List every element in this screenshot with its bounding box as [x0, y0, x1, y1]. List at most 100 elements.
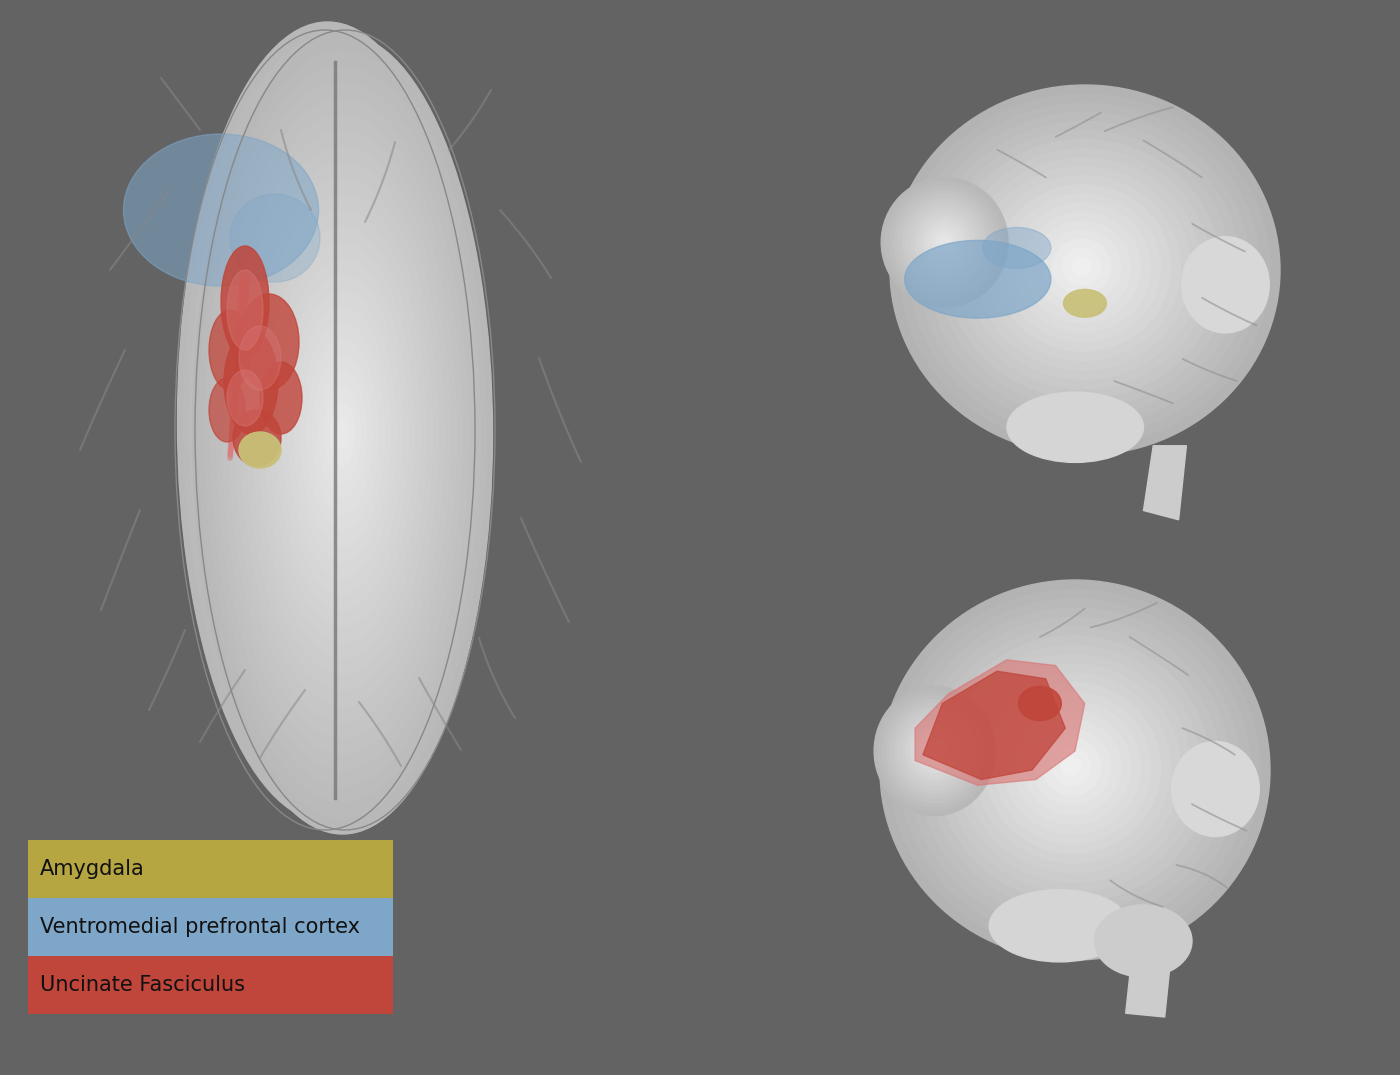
Ellipse shape: [330, 402, 354, 465]
Ellipse shape: [297, 342, 357, 502]
Ellipse shape: [1023, 212, 1141, 322]
Ellipse shape: [881, 580, 1270, 960]
Ellipse shape: [920, 216, 970, 268]
Ellipse shape: [914, 730, 955, 773]
Ellipse shape: [881, 177, 1008, 307]
Ellipse shape: [928, 121, 1240, 417]
Ellipse shape: [1043, 739, 1100, 796]
Ellipse shape: [221, 246, 269, 358]
Ellipse shape: [911, 207, 979, 276]
Ellipse shape: [204, 66, 480, 802]
Ellipse shape: [210, 82, 475, 786]
Ellipse shape: [277, 258, 409, 610]
Ellipse shape: [995, 185, 1170, 352]
Ellipse shape: [994, 691, 1151, 844]
Ellipse shape: [220, 134, 435, 710]
Text: Amygdala: Amygdala: [41, 859, 144, 879]
Ellipse shape: [956, 148, 1211, 389]
Ellipse shape: [931, 747, 938, 756]
Ellipse shape: [273, 278, 381, 567]
Ellipse shape: [230, 194, 321, 282]
Ellipse shape: [899, 195, 991, 290]
Polygon shape: [923, 671, 1065, 779]
FancyBboxPatch shape: [28, 898, 393, 956]
Ellipse shape: [213, 118, 441, 726]
Ellipse shape: [946, 645, 1200, 892]
Ellipse shape: [889, 186, 1000, 299]
Ellipse shape: [1004, 701, 1141, 834]
Ellipse shape: [227, 270, 263, 350]
Ellipse shape: [1051, 747, 1091, 786]
Ellipse shape: [909, 608, 1240, 931]
Ellipse shape: [178, 22, 477, 822]
Ellipse shape: [909, 103, 1260, 436]
Ellipse shape: [1063, 248, 1100, 285]
Ellipse shape: [231, 166, 423, 678]
Ellipse shape: [928, 627, 1221, 912]
Ellipse shape: [183, 38, 472, 806]
Ellipse shape: [899, 599, 1250, 941]
Ellipse shape: [223, 114, 462, 754]
Ellipse shape: [239, 293, 300, 390]
Ellipse shape: [923, 739, 946, 764]
Ellipse shape: [1018, 687, 1061, 720]
Ellipse shape: [895, 708, 974, 794]
Ellipse shape: [246, 178, 438, 690]
Ellipse shape: [244, 198, 412, 646]
Ellipse shape: [227, 370, 263, 426]
Ellipse shape: [265, 226, 420, 642]
Ellipse shape: [907, 203, 983, 281]
Ellipse shape: [286, 310, 370, 534]
Ellipse shape: [189, 54, 465, 790]
Ellipse shape: [976, 167, 1190, 370]
Ellipse shape: [196, 70, 459, 774]
Ellipse shape: [309, 374, 346, 470]
Ellipse shape: [270, 242, 414, 626]
Ellipse shape: [336, 418, 349, 450]
Ellipse shape: [283, 274, 403, 594]
Ellipse shape: [235, 146, 451, 722]
Ellipse shape: [904, 241, 1051, 318]
Ellipse shape: [123, 134, 319, 286]
Ellipse shape: [207, 102, 448, 742]
Ellipse shape: [291, 326, 364, 518]
Ellipse shape: [209, 310, 251, 390]
Ellipse shape: [1014, 711, 1131, 825]
Ellipse shape: [280, 293, 375, 550]
Ellipse shape: [986, 175, 1180, 360]
Ellipse shape: [889, 589, 1260, 950]
Ellipse shape: [304, 358, 351, 486]
Ellipse shape: [307, 338, 378, 530]
FancyBboxPatch shape: [28, 956, 393, 1014]
Ellipse shape: [224, 330, 279, 434]
Ellipse shape: [1043, 230, 1121, 304]
Ellipse shape: [1033, 221, 1131, 314]
Ellipse shape: [918, 112, 1250, 427]
Ellipse shape: [312, 354, 372, 514]
Ellipse shape: [288, 290, 396, 578]
Ellipse shape: [976, 673, 1170, 863]
Polygon shape: [916, 660, 1085, 785]
Ellipse shape: [910, 726, 959, 777]
Ellipse shape: [941, 238, 949, 246]
FancyBboxPatch shape: [28, 840, 393, 898]
Ellipse shape: [1064, 289, 1106, 317]
Ellipse shape: [319, 370, 367, 498]
Ellipse shape: [225, 151, 430, 694]
Ellipse shape: [956, 655, 1190, 883]
Ellipse shape: [1007, 392, 1144, 462]
Ellipse shape: [886, 700, 983, 803]
Polygon shape: [1144, 446, 1186, 519]
Text: Uncinate Fasciculus: Uncinate Fasciculus: [41, 975, 245, 995]
Ellipse shape: [900, 95, 1270, 445]
Ellipse shape: [1061, 757, 1081, 776]
Ellipse shape: [301, 322, 385, 546]
Ellipse shape: [267, 262, 388, 582]
Ellipse shape: [938, 635, 1211, 902]
Ellipse shape: [885, 182, 1004, 303]
Ellipse shape: [209, 378, 245, 442]
Ellipse shape: [893, 190, 995, 295]
Text: Ventromedial prefrontal cortex: Ventromedial prefrontal cortex: [41, 917, 360, 937]
Ellipse shape: [990, 890, 1130, 962]
Ellipse shape: [938, 130, 1231, 407]
